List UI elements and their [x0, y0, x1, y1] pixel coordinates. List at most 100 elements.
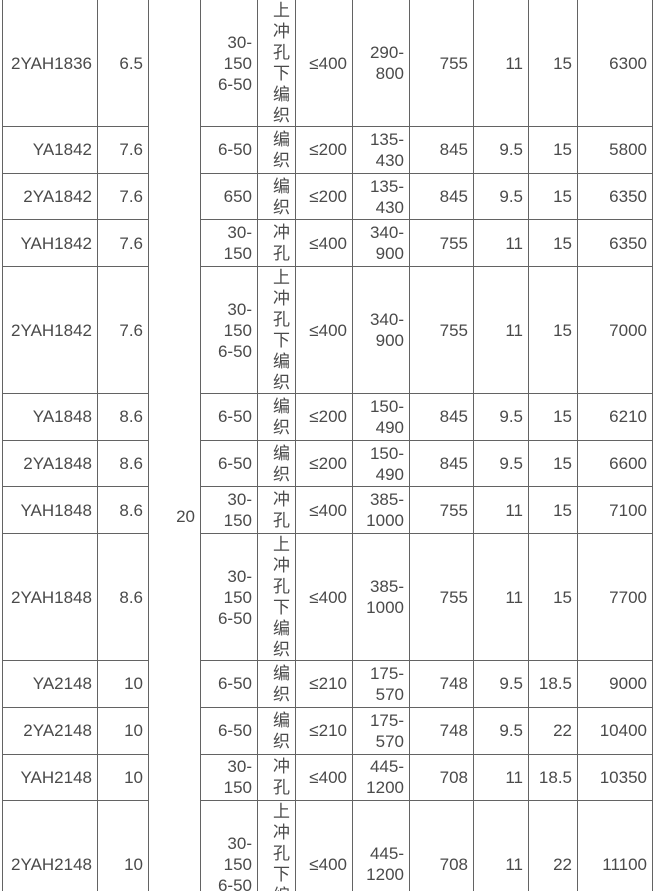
cell-deck: 冲 孔 [257, 219, 296, 268]
cell-model: YAH1842 [2, 219, 98, 268]
cell-model: YA1848 [2, 393, 98, 441]
cell-mesh: 30- 150 [200, 219, 258, 268]
cell-area: 8.6 [97, 439, 149, 488]
cell-amplitude: 9.5 [473, 393, 529, 441]
cell-speed: 748 [409, 706, 474, 755]
table-row: 2YAH1848 8.6 30- 150 6-50 上 冲孔 下 编织 ≤400 385-… [2, 533, 653, 662]
cell-deck: 编 织 [257, 439, 296, 488]
cell-mesh: 30- 150 6-50 [200, 0, 258, 127]
cell-model: 2YA2148 [2, 706, 98, 755]
cell-model: YAH2148 [2, 753, 98, 802]
cell-amplitude: 11 [473, 219, 529, 268]
cell-model: 2YAH2148 [2, 800, 98, 891]
cell-weight: 6350 [577, 219, 653, 268]
cell-area: 8.6 [97, 533, 149, 662]
cell-feed: ≤210 [295, 706, 353, 755]
cell-mesh: 30- 150 6-50 [200, 266, 258, 395]
cell-mesh: 6-50 [200, 660, 258, 708]
cell-speed: 755 [409, 266, 474, 395]
cell-weight: 6600 [577, 439, 653, 488]
cell-capacity: 385- 1000 [352, 533, 410, 662]
cell-area: 10 [97, 753, 149, 802]
cell-power: 22 [528, 706, 578, 755]
cell-speed: 755 [409, 0, 474, 127]
cell-deck: 冲 孔 [257, 753, 296, 802]
table-row: YAH2148 10 30- 150 冲 孔 ≤400 445- 1200 708 11 18.… [2, 753, 653, 802]
cell-capacity: 445- 1200 [352, 753, 410, 802]
cell-speed: 708 [409, 800, 474, 891]
cell-model: 2YAH1836 [2, 0, 98, 127]
cell-speed: 755 [409, 486, 474, 535]
cell-power: 15 [528, 439, 578, 488]
cell-deck: 上 冲孔 下 编织 [257, 266, 296, 395]
cell-feed: ≤400 [295, 0, 353, 127]
cell-area: 10 [97, 800, 149, 891]
cell-feed: ≤400 [295, 533, 353, 662]
cell-weight: 5800 [577, 126, 653, 174]
cell-deck: 上 冲孔 下 编织 [257, 800, 296, 891]
cell-amplitude: 9.5 [473, 439, 529, 488]
cell-weight: 7000 [577, 266, 653, 395]
cell-area: 8.6 [97, 393, 149, 441]
cell-mesh: 30- 150 6-50 [200, 800, 258, 891]
cell-feed: ≤200 [295, 172, 353, 221]
cell-amplitude: 11 [473, 486, 529, 535]
cell-amplitude: 9.5 [473, 706, 529, 755]
cell-weight: 10400 [577, 706, 653, 755]
cell-mesh: 30- 150 [200, 486, 258, 535]
cell-weight: 6210 [577, 393, 653, 441]
cell-model: 2YAH1842 [2, 266, 98, 395]
cell-speed: 748 [409, 660, 474, 708]
cell-speed: 755 [409, 533, 474, 662]
cell-weight: 6350 [577, 172, 653, 221]
cell-deck: 上 冲孔 下 编织 [257, 533, 296, 662]
cell-mesh: 30- 150 6-50 [200, 533, 258, 662]
cell-feed: ≤400 [295, 219, 353, 268]
cell-deck: 编 织 [257, 706, 296, 755]
cell-mesh: 6-50 [200, 126, 258, 174]
cell-deck: 上 冲孔 下 编织 [257, 0, 296, 127]
cell-area: 7.6 [97, 172, 149, 221]
cell-capacity: 340- 900 [352, 219, 410, 268]
cell-mesh: 650 [200, 172, 258, 221]
cell-area: 7.6 [97, 266, 149, 395]
cell-model: YA2148 [2, 660, 98, 708]
cell-amplitude: 11 [473, 533, 529, 662]
cell-capacity: 175- 570 [352, 660, 410, 708]
cell-group-rowspan: 20 [148, 0, 201, 891]
cell-weight: 7100 [577, 486, 653, 535]
cell-speed: 845 [409, 126, 474, 174]
cell-deck: 编 织 [257, 126, 296, 174]
cell-power: 15 [528, 533, 578, 662]
table-row: 2YA2148 10 6-50 编 织 ≤210 175- 570 748 9.5 22 1040… [2, 706, 653, 755]
cell-model: 2YA1848 [2, 439, 98, 488]
cell-weight: 6300 [577, 0, 653, 127]
cell-capacity: 135- 430 [352, 126, 410, 174]
cell-area: 10 [97, 660, 149, 708]
cell-capacity: 135- 430 [352, 172, 410, 221]
cell-speed: 755 [409, 219, 474, 268]
cell-deck: 编 织 [257, 172, 296, 221]
cell-power: 15 [528, 486, 578, 535]
cell-area: 6.5 [97, 0, 149, 127]
cell-speed: 845 [409, 393, 474, 441]
cell-power: 15 [528, 393, 578, 441]
cell-amplitude: 11 [473, 266, 529, 395]
cell-capacity: 150- 490 [352, 439, 410, 488]
cell-amplitude: 9.5 [473, 126, 529, 174]
cell-amplitude: 9.5 [473, 660, 529, 708]
cell-deck: 编 织 [257, 393, 296, 441]
cell-mesh: 6-50 [200, 706, 258, 755]
cell-power: 15 [528, 0, 578, 127]
cell-feed: ≤200 [295, 126, 353, 174]
cell-deck: 冲 孔 [257, 486, 296, 535]
cell-mesh: 30- 150 [200, 753, 258, 802]
cell-power: 18.5 [528, 753, 578, 802]
cell-capacity: 150- 490 [352, 393, 410, 441]
cell-feed: ≤400 [295, 800, 353, 891]
